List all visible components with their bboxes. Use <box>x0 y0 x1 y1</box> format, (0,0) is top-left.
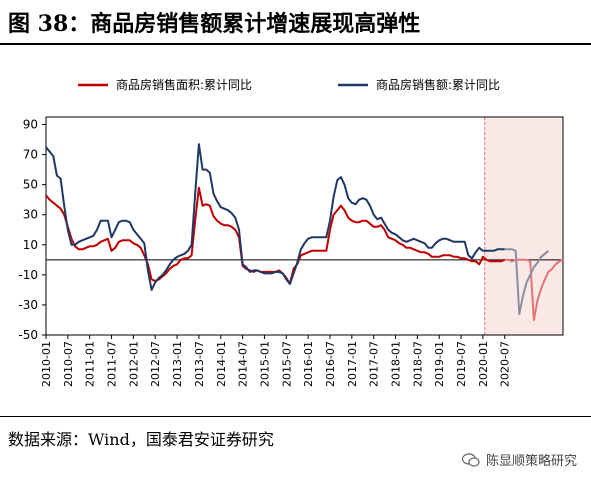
chart-container: 商品房销售面积:累计同比 商品房销售额:累计同比 90 70 50 30 10 -10 -3… <box>0 45 591 415</box>
y-tick-label: 70 <box>23 148 38 162</box>
x-tick-label: 2018-01 <box>390 341 403 387</box>
y-tick-label: -10 <box>18 268 38 282</box>
y-tick-label: -30 <box>18 298 38 312</box>
x-tick-label: 2015-01 <box>258 341 271 387</box>
x-tick-label: 2014-01 <box>215 341 228 387</box>
x-tick-label: 2013-07 <box>193 341 206 387</box>
x-tick-label: 2010-07 <box>62 341 75 387</box>
x-tick-label: 2016-01 <box>302 341 315 387</box>
x-tick-label: 2015-07 <box>280 341 293 387</box>
y-tick-label: -50 <box>18 328 38 342</box>
y-tick-label: 30 <box>23 208 38 222</box>
x-tick-label: 2020-07 <box>499 341 512 387</box>
x-tick-label: 2019-01 <box>433 341 446 387</box>
source-rule <box>0 416 591 417</box>
legend: 商品房销售面积:累计同比 商品房销售额:累计同比 <box>78 77 500 92</box>
watermark: 陈显顺策略研究 <box>461 450 577 469</box>
page-title: 图 38：商品房销售额累计增速展现高弹性 <box>8 11 421 37</box>
y-tick-label: 10 <box>23 238 38 252</box>
series-projection-area <box>504 258 564 321</box>
x-tick-label: 2017-07 <box>368 341 381 387</box>
line-chart: 商品房销售面积:累计同比 商品房销售额:累计同比 90 70 50 30 10 -10 -3… <box>18 77 564 387</box>
legend-label-area: 商品房销售面积:累计同比 <box>116 77 252 92</box>
x-tick-label: 2013-01 <box>171 341 184 387</box>
x-tick-label: 2012-07 <box>149 341 162 387</box>
x-tick-label: 2011-07 <box>106 341 119 387</box>
legend-label-sales: 商品房销售额:累计同比 <box>376 77 500 92</box>
x-tick-label: 2011-01 <box>84 341 97 387</box>
title-row: 图 38：商品房销售额累计增速展现高弹性 <box>0 0 591 44</box>
x-tick-label: 2020-01 <box>477 341 490 387</box>
source-note: 数据来源：Wind，国泰君安证券研究 <box>8 430 274 449</box>
wechat-icon <box>461 452 480 467</box>
x-tick-label: 2017-01 <box>346 341 359 387</box>
x-tick-label: 2019-07 <box>455 341 468 387</box>
plot-frame <box>45 116 564 336</box>
series-line-area <box>45 186 506 285</box>
series-line-sales <box>45 143 505 291</box>
x-tick-label: 2014-07 <box>237 341 250 387</box>
y-tick-label: 50 <box>23 178 38 192</box>
x-tick-label: 2018-07 <box>411 341 424 387</box>
x-tick-label: 2010-01 <box>40 341 53 387</box>
title-rule <box>0 43 591 45</box>
x-tick-label: 2016-07 <box>324 341 337 387</box>
x-tick-label: 2012-01 <box>127 341 140 387</box>
series-projection-sales <box>504 248 550 315</box>
y-tick-label: 90 <box>23 118 38 132</box>
highlight-band <box>484 117 563 335</box>
watermark-label: 陈显顺策略研究 <box>485 454 577 469</box>
